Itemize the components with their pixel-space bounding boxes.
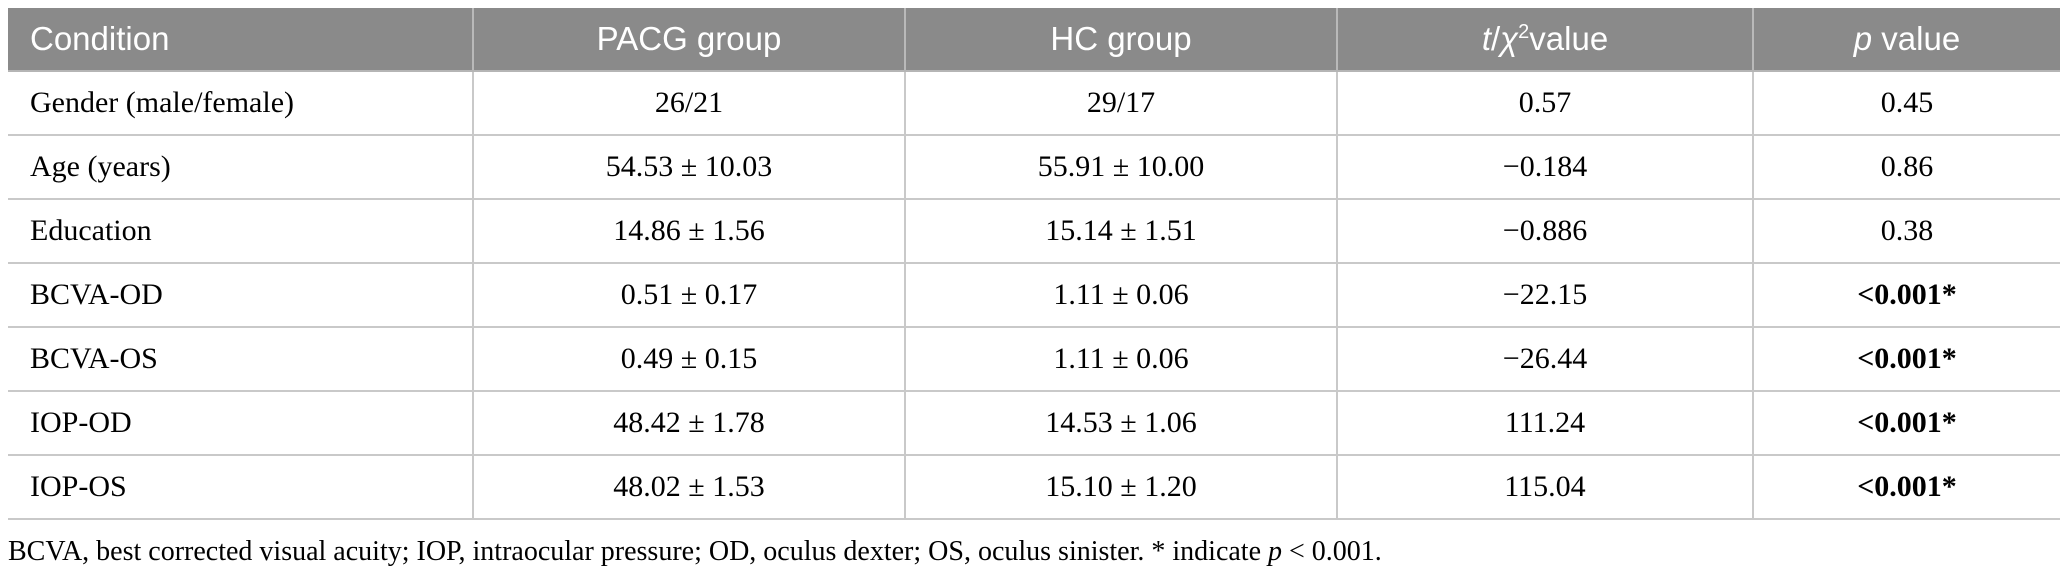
cell-p-value: 0.86 xyxy=(1752,134,2060,199)
cell-pacg-value: 0.49 ± 0.15 xyxy=(472,326,905,391)
cell-condition: BCVA-OS xyxy=(8,326,473,391)
cell-condition: Age (years) xyxy=(8,134,473,199)
table-row: BCVA-OD 0.51 ± 0.17 1.11 ± 0.06 −22.15 <… xyxy=(8,262,2060,327)
demographics-table: Condition PACG group HC group t/χ2value … xyxy=(8,8,2060,520)
p-value-rest: value xyxy=(1872,20,1961,57)
cell-hc-value: 14.53 ± 1.06 xyxy=(904,390,1337,455)
t-chi2-superscript: 2 xyxy=(1518,21,1530,43)
table-row: BCVA-OS 0.49 ± 0.15 1.11 ± 0.06 −26.44 <… xyxy=(8,326,2060,391)
cell-pacg-value: 26/21 xyxy=(472,70,905,135)
col-header-p-value: p value xyxy=(1752,8,2060,72)
cell-p-value: <0.001* xyxy=(1752,326,2060,391)
footnote-italic-p: p xyxy=(1268,536,1282,567)
t-chi2-italic-t: t xyxy=(1481,20,1491,57)
table-footnote: BCVA, best corrected visual acuity; IOP,… xyxy=(8,536,2060,568)
cell-stat-value: −26.44 xyxy=(1336,326,1753,391)
footnote-text: BCVA, best corrected visual acuity; IOP,… xyxy=(8,536,1268,567)
cell-hc-value: 55.91 ± 10.00 xyxy=(904,134,1337,199)
col-header-t-chi2-value: t/χ2value xyxy=(1336,8,1753,72)
cell-p-value: <0.001* xyxy=(1752,262,2060,327)
cell-p-value: <0.001* xyxy=(1752,454,2060,520)
cell-stat-value: 115.04 xyxy=(1336,454,1753,520)
footnote-tail: < 0.001. xyxy=(1282,536,1382,567)
table-row: Education 14.86 ± 1.56 15.14 ± 1.51 −0.8… xyxy=(8,198,2060,263)
col-header-condition: Condition xyxy=(8,8,473,72)
table-row: IOP-OS 48.02 ± 1.53 15.10 ± 1.20 115.04 … xyxy=(8,454,2060,520)
cell-condition: IOP-OS xyxy=(8,454,473,520)
cell-stat-value: 111.24 xyxy=(1336,390,1753,455)
cell-stat-value: −22.15 xyxy=(1336,262,1753,327)
t-chi2-rest: value xyxy=(1529,20,1609,57)
cell-p-value: 0.38 xyxy=(1752,198,2060,263)
cell-hc-value: 29/17 xyxy=(904,70,1337,135)
table-row: Age (years) 54.53 ± 10.03 55.91 ± 10.00 … xyxy=(8,134,2060,199)
cell-stat-value: −0.184 xyxy=(1336,134,1753,199)
cell-condition: Gender (male/female) xyxy=(8,70,473,135)
table-row: IOP-OD 48.42 ± 1.78 14.53 ± 1.06 111.24 … xyxy=(8,390,2060,455)
cell-stat-value: −0.886 xyxy=(1336,198,1753,263)
table-body: Gender (male/female) 26/21 29/17 0.57 0.… xyxy=(8,70,2060,520)
cell-hc-value: 15.10 ± 1.20 xyxy=(904,454,1337,520)
cell-hc-value: 1.11 ± 0.06 xyxy=(904,262,1337,327)
cell-hc-value: 15.14 ± 1.51 xyxy=(904,198,1337,263)
table-row: Gender (male/female) 26/21 29/17 0.57 0.… xyxy=(8,70,2060,135)
cell-pacg-value: 48.02 ± 1.53 xyxy=(472,454,905,520)
cell-condition: Education xyxy=(8,198,473,263)
cell-p-value: <0.001* xyxy=(1752,390,2060,455)
cell-p-value: 0.45 xyxy=(1752,70,2060,135)
cell-pacg-value: 0.51 ± 0.17 xyxy=(472,262,905,327)
p-value-italic-p: p xyxy=(1853,20,1873,57)
table-header-row: Condition PACG group HC group t/χ2value … xyxy=(8,8,2060,72)
t-chi2-chi: χ xyxy=(1500,20,1519,57)
cell-pacg-value: 14.86 ± 1.56 xyxy=(472,198,905,263)
t-chi2-slash: / xyxy=(1490,20,1501,57)
cell-pacg-value: 54.53 ± 10.03 xyxy=(472,134,905,199)
col-header-pacg-group: PACG group xyxy=(472,8,905,72)
col-header-hc-group: HC group xyxy=(904,8,1337,72)
cell-hc-value: 1.11 ± 0.06 xyxy=(904,326,1337,391)
cell-stat-value: 0.57 xyxy=(1336,70,1753,135)
cell-condition: IOP-OD xyxy=(8,390,473,455)
cell-condition: BCVA-OD xyxy=(8,262,473,327)
cell-pacg-value: 48.42 ± 1.78 xyxy=(472,390,905,455)
